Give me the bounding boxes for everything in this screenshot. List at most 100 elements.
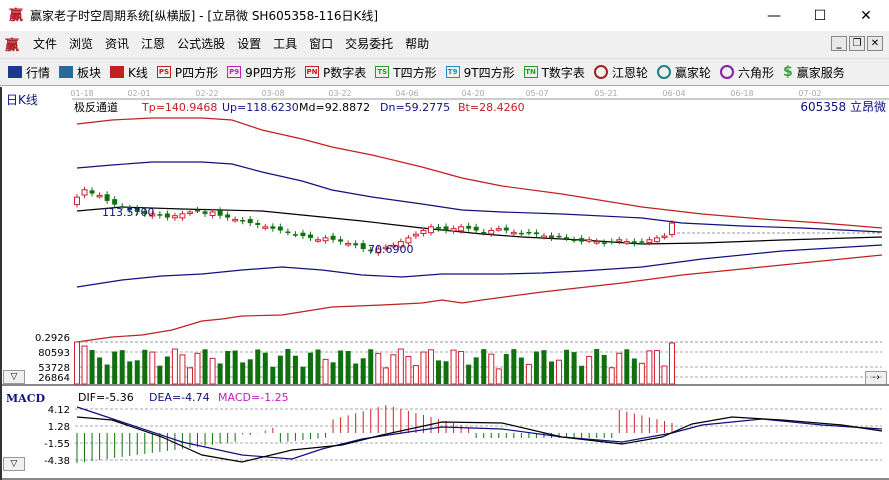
toolbar-label: 赢家服务 bbox=[796, 65, 845, 80]
toolbar-hexagon-button[interactable]: 六角形 bbox=[716, 60, 779, 84]
mdi-restore-button[interactable]: ❐ bbox=[849, 36, 865, 51]
toolbar-label: T四方形 bbox=[393, 65, 437, 80]
toolbar-winner-wheel-button[interactable]: 赢家轮 bbox=[653, 60, 716, 84]
mdi-controls: _ ❐ ✕ bbox=[831, 36, 883, 51]
svg-text:MACD=-1.25: MACD=-1.25 bbox=[218, 391, 289, 404]
toolbar-label: K线 bbox=[128, 65, 148, 80]
svg-text:-1.55: -1.55 bbox=[44, 439, 70, 450]
tn-icon: TN bbox=[523, 66, 538, 78]
svg-text:01-18: 01-18 bbox=[70, 89, 93, 98]
title-bar: 赢 赢家老子时空周期系统[纵横版] - [立昂微 SH605358-116日K线… bbox=[0, 0, 889, 31]
menu-window[interactable]: 窗口 bbox=[309, 37, 334, 51]
svg-text:02-22: 02-22 bbox=[195, 89, 218, 98]
toolbar-label: 9T四方形 bbox=[463, 65, 515, 80]
menu-gann[interactable]: 江恩 bbox=[141, 37, 166, 51]
svg-text:03-08: 03-08 bbox=[261, 89, 284, 98]
menu-logo-icon: 赢 bbox=[5, 37, 19, 54]
app-logo-icon: 赢 bbox=[9, 7, 23, 24]
blocks-icon bbox=[59, 66, 74, 78]
menu-trade[interactable]: 交易委托 bbox=[345, 37, 394, 51]
svg-text:04-20: 04-20 bbox=[461, 89, 484, 98]
toolbar-dollar-button[interactable]: $ 赢家服务 bbox=[779, 60, 850, 84]
minimize-button[interactable]: — bbox=[751, 0, 797, 31]
svg-text:70.6900: 70.6900 bbox=[368, 243, 414, 256]
t9-icon: T9 bbox=[445, 66, 460, 78]
hexagon-icon bbox=[719, 65, 734, 79]
svg-text:05-07: 05-07 bbox=[525, 89, 548, 98]
svg-text:Bt=28.4260: Bt=28.4260 bbox=[458, 101, 525, 114]
toolbar-label: 9P四方形 bbox=[245, 65, 297, 80]
close-button[interactable]: ✕ bbox=[843, 0, 889, 31]
menu-help[interactable]: 帮助 bbox=[405, 37, 430, 51]
svg-text:DEA=-4.74: DEA=-4.74 bbox=[149, 391, 210, 404]
svg-text:05-21: 05-21 bbox=[594, 89, 617, 98]
toolbar-pn-button[interactable]: PN P数字表 bbox=[301, 60, 371, 84]
winner-wheel-icon bbox=[656, 65, 671, 79]
menu-formula[interactable]: 公式选股 bbox=[177, 37, 226, 51]
toolbar-label: 江恩轮 bbox=[611, 65, 648, 80]
toolbar-label: 板块 bbox=[77, 65, 102, 80]
volume-collapse-button[interactable]: ▽ bbox=[3, 370, 25, 384]
ts-icon: TS bbox=[375, 66, 390, 78]
minimize-icon: — bbox=[767, 7, 781, 24]
toolbar-ts-button[interactable]: TS T四方形 bbox=[371, 60, 441, 84]
toolbar-label: T数字表 bbox=[541, 65, 585, 80]
svg-text:06-18: 06-18 bbox=[730, 89, 753, 98]
toolbar-candlestick-button[interactable]: K线 bbox=[106, 60, 153, 84]
macd-collapse-button[interactable]: ▽ bbox=[3, 457, 25, 471]
svg-text:80593: 80593 bbox=[38, 348, 70, 359]
svg-text:Dn=59.2775: Dn=59.2775 bbox=[380, 101, 450, 114]
menu-browse[interactable]: 浏览 bbox=[69, 37, 94, 51]
svg-text:04-06: 04-06 bbox=[395, 89, 418, 98]
svg-text:53728: 53728 bbox=[38, 363, 70, 374]
macd-label: MACD bbox=[6, 392, 46, 405]
svg-text:Tp=140.9468: Tp=140.9468 bbox=[141, 101, 217, 114]
svg-text:1.28: 1.28 bbox=[48, 422, 70, 433]
menu-news[interactable]: 资讯 bbox=[105, 37, 130, 51]
pn-icon: PN bbox=[305, 66, 320, 78]
toolbar-label: P数字表 bbox=[323, 65, 367, 80]
svg-text:极反通道: 极反通道 bbox=[74, 100, 118, 114]
p9-icon: P9 bbox=[227, 66, 242, 78]
toolbar-p9-button[interactable]: P9 9P四方形 bbox=[223, 60, 301, 84]
menu-bar: 赢 文件 浏览 资讯 江恩 公式选股 设置 工具 窗口 交易委托 帮助 bbox=[0, 31, 889, 58]
mdi-close-button[interactable]: ✕ bbox=[867, 36, 883, 51]
toolbar-label: 六角形 bbox=[737, 65, 774, 80]
toolbar-t9-button[interactable]: T9 9T四方形 bbox=[442, 60, 520, 84]
toolbar-label: 赢家轮 bbox=[674, 65, 711, 80]
svg-text:Up=118.6230: Up=118.6230 bbox=[222, 101, 299, 114]
toolbar-ps-button[interactable]: PS P四方形 bbox=[153, 60, 223, 84]
period-label: 日K线 bbox=[6, 93, 38, 107]
mdi-minimize-button[interactable]: _ bbox=[831, 36, 847, 51]
toolbar-label: 行情 bbox=[26, 65, 51, 80]
candlestick-icon bbox=[110, 66, 125, 78]
toolbar-grid-table-button[interactable]: 行情 bbox=[4, 60, 55, 84]
close-icon: ✕ bbox=[860, 7, 872, 24]
svg-text:DIF=-5.36: DIF=-5.36 bbox=[78, 391, 134, 404]
toolbar-blocks-button[interactable]: 板块 bbox=[55, 60, 106, 84]
toolbar-tn-button[interactable]: TN T数字表 bbox=[520, 60, 590, 84]
menu-file[interactable]: 文件 bbox=[33, 37, 58, 51]
window-title: 赢家老子时空周期系统[纵横版] - [立昂微 SH605358-116日K线] bbox=[30, 9, 379, 23]
gann-wheel-icon bbox=[593, 65, 608, 79]
svg-text:0.2926: 0.2926 bbox=[35, 333, 70, 344]
svg-text:605358 立昂微: 605358 立昂微 bbox=[800, 99, 886, 114]
menu-settings[interactable]: 设置 bbox=[237, 37, 262, 51]
maximize-icon: ☐ bbox=[813, 7, 827, 24]
svg-text:26864: 26864 bbox=[38, 373, 70, 384]
toolbar: 行情 板块 K线 PS P四方形 P9 9P四方形 PN P数字表 TS T四方形 T9 9T四方形 TN… bbox=[0, 58, 889, 86]
svg-text:07-02: 07-02 bbox=[798, 89, 821, 98]
dollar-icon: $ bbox=[782, 64, 793, 80]
svg-text:06-04: 06-04 bbox=[662, 89, 685, 98]
ps-icon: PS bbox=[156, 66, 171, 78]
kline-chart[interactable]: 01-18 02-01 02-22 03-08 03-22 04-06 04-20 05-07… bbox=[2, 87, 889, 480]
toolbar-gann-wheel-button[interactable]: 江恩轮 bbox=[590, 60, 653, 84]
svg-text:02-01: 02-01 bbox=[127, 89, 150, 98]
svg-text:113.5700: 113.5700 bbox=[102, 206, 155, 219]
svg-text:4.12: 4.12 bbox=[48, 405, 70, 416]
menu-tools[interactable]: 工具 bbox=[273, 37, 298, 51]
svg-text:-4.38: -4.38 bbox=[44, 456, 70, 467]
maximize-button[interactable]: ☐ bbox=[797, 0, 843, 31]
chart-area: 日K线 MACD ▽ ▽ → 01-18 02-01 02-22 03-08 03-22… bbox=[0, 87, 889, 480]
grid-table-icon bbox=[8, 66, 22, 78]
